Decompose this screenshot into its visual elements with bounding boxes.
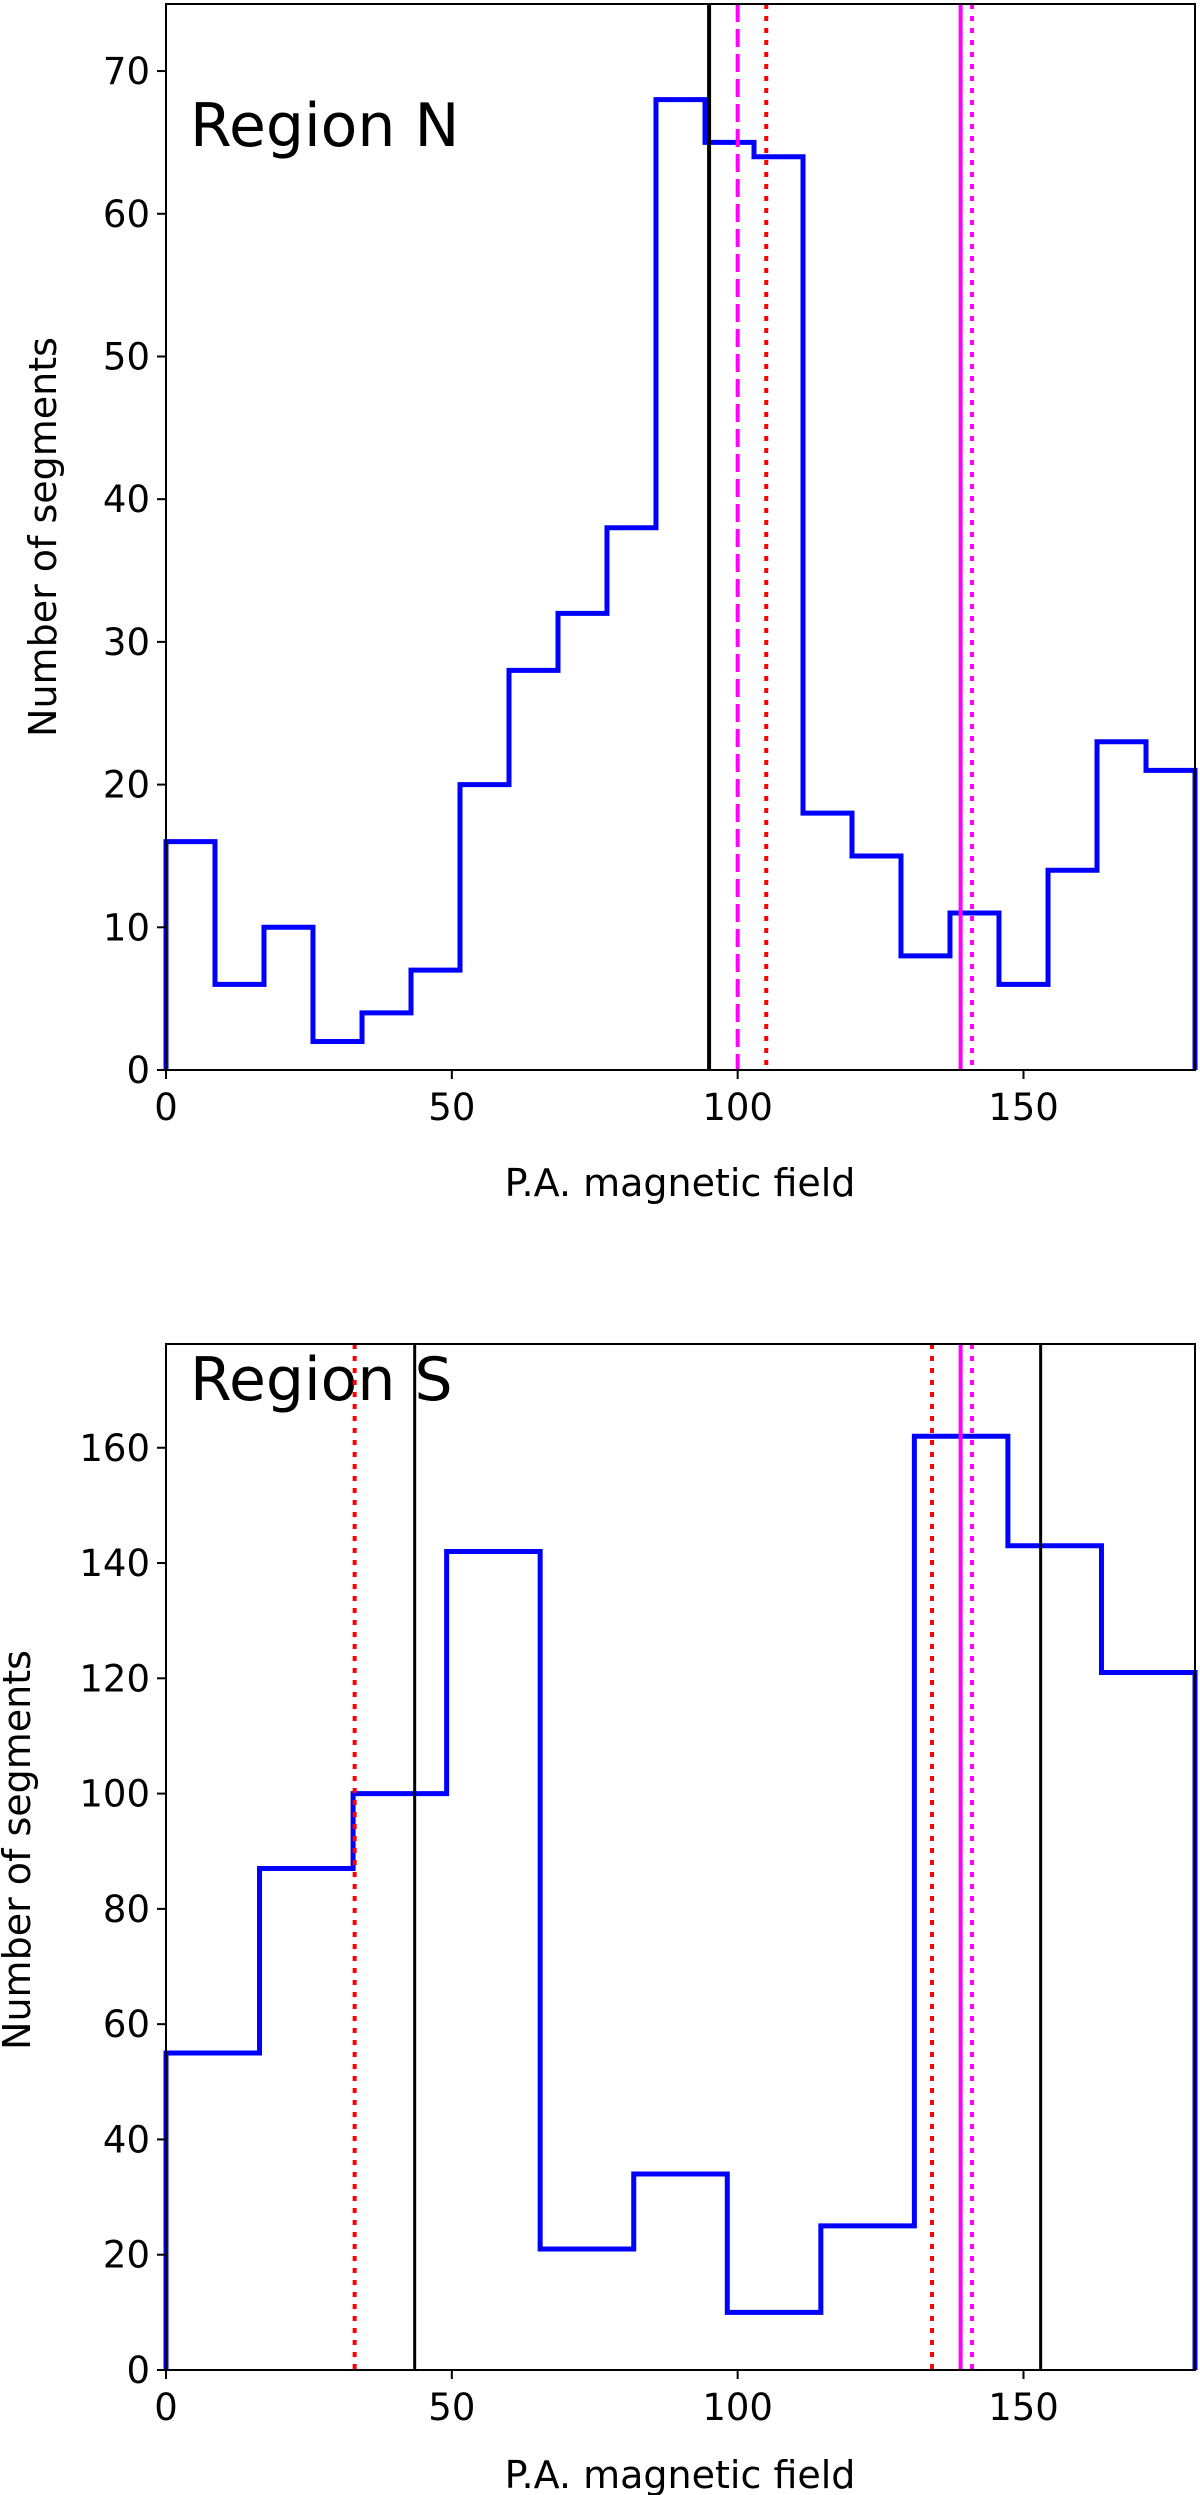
y-tick-label: 0 bbox=[126, 2349, 150, 2392]
y-tick-label: 20 bbox=[103, 764, 150, 807]
y-tick-label: 40 bbox=[103, 2118, 150, 2161]
histogram-step-line bbox=[163, 1433, 1198, 2370]
x-tick-label: 50 bbox=[428, 2386, 475, 2429]
y-tick-label: 80 bbox=[103, 1888, 150, 1931]
panel-region-s: Region S P.A. magnetic field Number of s… bbox=[0, 1343, 1198, 2495]
region-label: Region S bbox=[190, 1345, 453, 1415]
x-tick-label: 50 bbox=[428, 1086, 475, 1129]
x-tick-label: 0 bbox=[154, 2386, 178, 2429]
y-tick-label: 10 bbox=[103, 906, 150, 949]
y-tick-label: 70 bbox=[103, 50, 150, 93]
y-tick-label: 100 bbox=[79, 1773, 150, 1816]
y-axis-label: Number of segments bbox=[21, 337, 65, 737]
axes-frame bbox=[165, 1343, 1196, 2371]
histogram-step-line bbox=[163, 97, 1198, 1070]
axes-frame bbox=[165, 3, 1196, 1071]
y-tick-label: 60 bbox=[103, 193, 150, 236]
y-tick-label: 60 bbox=[103, 2003, 150, 2046]
x-tick-label: 100 bbox=[702, 2386, 773, 2429]
y-tick-label: 160 bbox=[79, 1427, 150, 1470]
panel-region-n: Region N P.A. magnetic field Number of s… bbox=[21, 3, 1198, 1205]
x-tick-label: 100 bbox=[702, 1086, 773, 1129]
y-axis-label: Number of segments bbox=[0, 1650, 39, 2050]
y-tick-label: 0 bbox=[126, 1049, 150, 1092]
x-tick-label: 150 bbox=[988, 2386, 1059, 2429]
y-tick-label: 30 bbox=[103, 621, 150, 664]
x-axis-label: P.A. magnetic field bbox=[505, 1161, 856, 1205]
x-tick-label: 150 bbox=[988, 1086, 1059, 1129]
y-tick-label: 120 bbox=[79, 1657, 150, 1700]
y-tick-label: 40 bbox=[103, 478, 150, 521]
y-tick-label: 50 bbox=[103, 335, 150, 378]
y-tick-label: 20 bbox=[103, 2234, 150, 2277]
x-tick-label: 0 bbox=[154, 1086, 178, 1129]
y-tick-label: 140 bbox=[79, 1542, 150, 1585]
x-axis-label: P.A. magnetic field bbox=[505, 2453, 856, 2495]
region-label: Region N bbox=[190, 91, 459, 161]
